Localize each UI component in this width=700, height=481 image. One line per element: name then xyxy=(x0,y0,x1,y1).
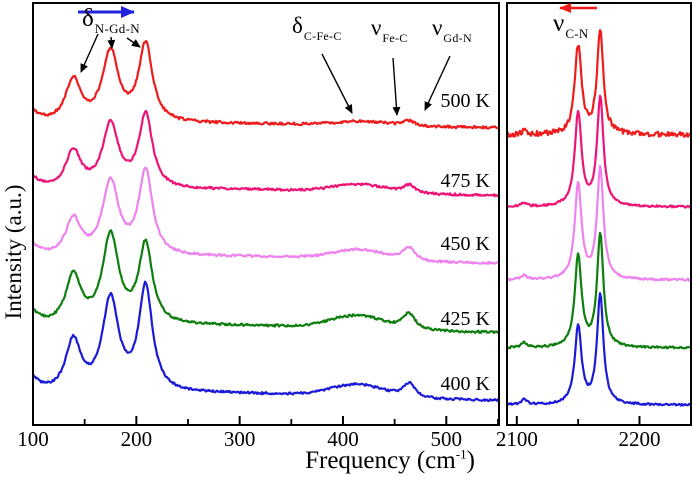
mode-label-c-n: νC-N xyxy=(553,10,589,40)
mode-symbol: ν xyxy=(371,15,382,40)
mode-subscript: Fe-C xyxy=(382,31,408,45)
mode-symbol: δ xyxy=(82,5,94,32)
spectrum-high-frequency-425K xyxy=(508,231,690,350)
x-tick-label: 500 xyxy=(431,427,463,451)
y-axis-title: Intensity (a.u.) xyxy=(1,184,26,320)
spectrum-low-frequency-450K xyxy=(34,166,498,265)
x-tick-label: 300 xyxy=(224,427,256,451)
mode-symbol: ν xyxy=(553,10,565,37)
spectrum-low-frequency-475K xyxy=(34,109,498,198)
spectrum-low-frequency-400K xyxy=(34,280,498,403)
x-axis-title-text: Frequency (cm xyxy=(305,447,456,474)
x-tick-label: 200 xyxy=(121,427,153,451)
x-tick-label: 400 xyxy=(327,427,359,451)
panel-border-low-frequency xyxy=(32,2,500,426)
temp-label-450k: 450 K xyxy=(440,233,490,255)
spectrum-high-frequency-400K xyxy=(508,292,690,407)
spectrum-low-frequency-425K xyxy=(34,229,498,335)
mode-subscript: C-Fe-C xyxy=(303,29,342,43)
mode-subscript: Gd-N xyxy=(443,31,472,45)
spectrum-low-frequency-500K xyxy=(34,39,498,130)
temp-label-400k: 400 K xyxy=(440,373,490,395)
x-tick-label: 100 xyxy=(17,427,49,451)
x-tick-label: 2200 xyxy=(618,427,660,451)
temp-label-500k: 500 K xyxy=(440,90,490,112)
x-axis-title-close: ) xyxy=(466,447,475,474)
mode-subscript: N-Gd-N xyxy=(94,21,140,36)
spectrum-high-frequency-500K xyxy=(508,29,690,138)
x-tick-label: 2100 xyxy=(496,427,538,451)
mode-label-c-fe-c: δC-Fe-C xyxy=(292,13,342,42)
temp-label-425k: 425 K xyxy=(440,308,490,330)
spectrum-high-frequency-450K xyxy=(508,164,690,282)
x-axis-title-exponent: -1 xyxy=(455,446,467,462)
mode-label-fe-c: νFe-C xyxy=(371,15,408,44)
panel-border-high-frequency xyxy=(506,2,692,426)
mode-label-gd-n: νGd-N xyxy=(432,15,472,44)
mode-label-n-gd-n: δN-Gd-N xyxy=(82,5,140,35)
mode-symbol: ν xyxy=(432,15,443,40)
x-axis-title: Frequency (cm-1) xyxy=(280,447,500,475)
mode-symbol: δ xyxy=(292,13,303,38)
spectrum-high-frequency-475K xyxy=(508,94,690,209)
mode-subscript: C-N xyxy=(565,26,589,41)
temp-label-475k: 475 K xyxy=(440,170,490,192)
